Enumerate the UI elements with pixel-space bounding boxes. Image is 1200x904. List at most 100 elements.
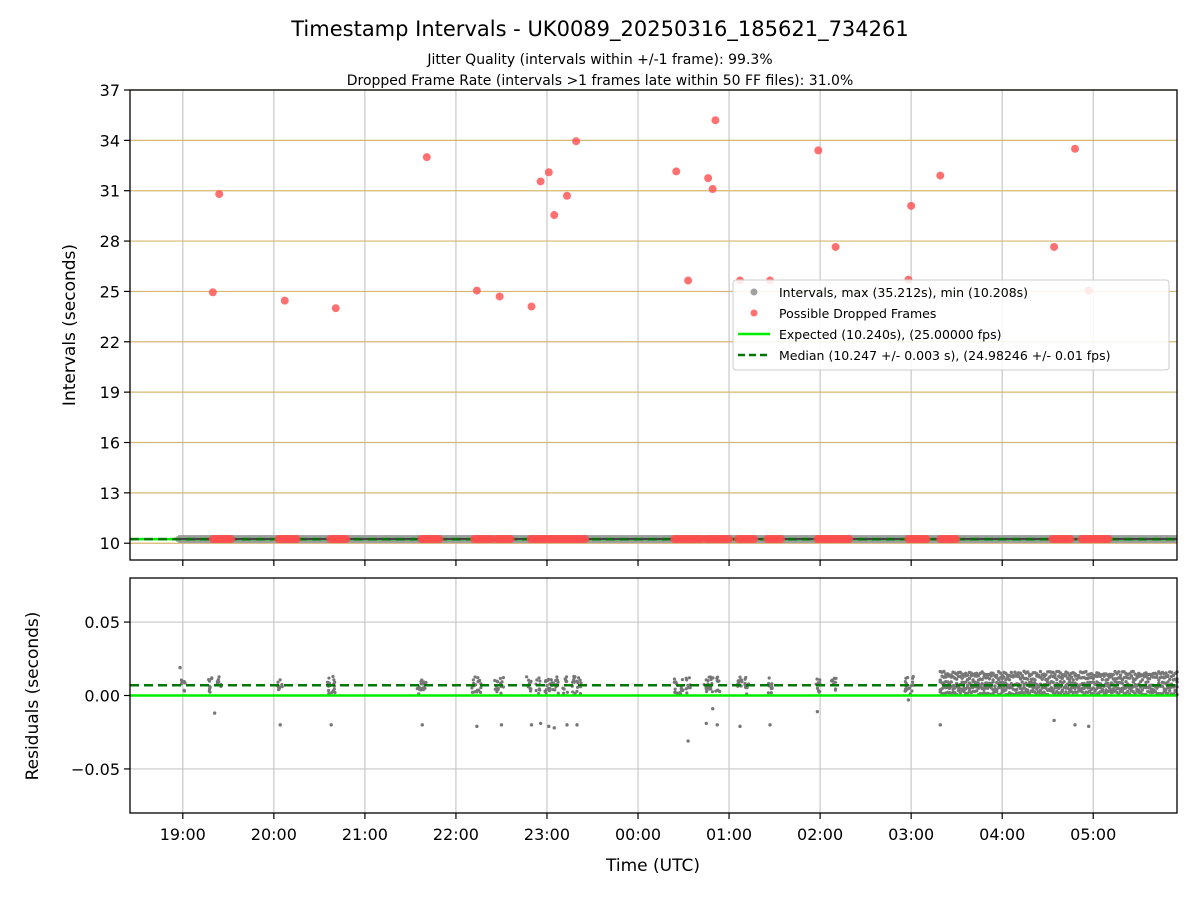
legend-expected-label: Expected (10.240s), (25.00000 fps) bbox=[779, 327, 1001, 342]
residual-point bbox=[987, 677, 992, 681]
residual-point bbox=[475, 688, 480, 692]
residual-point bbox=[991, 680, 995, 684]
legend-median-label: Median (10.247 +/- 0.003 s), (24.98246 +… bbox=[779, 348, 1110, 363]
dropped-frame-baseline-point bbox=[1066, 535, 1075, 544]
residual-point bbox=[1002, 675, 1006, 679]
residual-outlier-point bbox=[710, 707, 715, 711]
residual-point bbox=[1016, 674, 1021, 679]
dropped-frame-point bbox=[936, 171, 945, 180]
residual-point bbox=[422, 680, 426, 684]
residual-point bbox=[954, 677, 959, 681]
residual-point bbox=[998, 671, 1003, 675]
residual-point bbox=[1102, 674, 1106, 678]
residual-point bbox=[562, 691, 566, 695]
residual-point bbox=[1129, 674, 1134, 678]
residual-point bbox=[544, 688, 548, 692]
residual-point bbox=[493, 687, 497, 691]
residual-point bbox=[965, 685, 970, 689]
residual-outlier-point bbox=[178, 665, 182, 670]
residual-outlier-point bbox=[715, 723, 719, 727]
residual-point bbox=[910, 689, 914, 693]
residual-point bbox=[565, 690, 569, 694]
top-ytick-label: 22 bbox=[100, 333, 120, 352]
residual-point bbox=[579, 681, 583, 685]
bottom-xtick-label: 05:00 bbox=[1070, 825, 1116, 844]
bottom-xtick-label: 23:00 bbox=[524, 825, 570, 844]
dropped-frame-baseline-point bbox=[776, 535, 785, 544]
residual-point bbox=[1084, 669, 1088, 674]
residual-point bbox=[571, 690, 575, 694]
residual-point bbox=[1173, 689, 1177, 694]
residual-point bbox=[473, 675, 477, 679]
residual-point bbox=[965, 673, 970, 678]
dropped-frame-point bbox=[708, 185, 717, 194]
residual-point bbox=[476, 676, 480, 680]
bottom-ytick-label: −0.05 bbox=[71, 760, 120, 779]
bottom-xlabel: Time (UTC) bbox=[605, 856, 700, 876]
residual-point bbox=[1118, 673, 1123, 677]
residual-outlier-point bbox=[529, 723, 534, 727]
residual-point bbox=[675, 691, 679, 695]
residual-point bbox=[1093, 689, 1097, 693]
residual-point bbox=[1025, 670, 1030, 674]
residual-point bbox=[674, 680, 678, 684]
residual-point bbox=[715, 675, 720, 679]
residual-point bbox=[949, 680, 953, 684]
residual-point bbox=[766, 691, 770, 695]
residual-point bbox=[1033, 678, 1037, 682]
residual-point bbox=[326, 680, 330, 685]
residual-point bbox=[496, 680, 500, 684]
residual-point bbox=[553, 688, 557, 692]
residual-point bbox=[470, 690, 475, 694]
residual-point bbox=[545, 684, 549, 688]
residual-outlier-point bbox=[686, 739, 690, 743]
residual-point bbox=[739, 678, 744, 682]
residual-outlier-point bbox=[906, 698, 911, 702]
residual-point bbox=[501, 675, 506, 680]
residual-point bbox=[565, 679, 569, 683]
residual-point bbox=[834, 676, 838, 680]
residual-point bbox=[1126, 689, 1130, 693]
residual-point bbox=[216, 680, 220, 684]
residual-point bbox=[818, 678, 822, 682]
residual-point bbox=[1093, 682, 1097, 687]
residual-point bbox=[1120, 689, 1125, 693]
dropped-frame-baseline-point bbox=[506, 535, 515, 544]
dropped-frame-point bbox=[280, 296, 289, 305]
residual-point bbox=[1157, 678, 1161, 682]
residual-point bbox=[1042, 690, 1046, 694]
residual-point bbox=[684, 687, 688, 691]
residual-point bbox=[572, 674, 576, 679]
residual-point bbox=[207, 689, 211, 693]
top-ytick-label: 25 bbox=[100, 282, 120, 301]
top-ytick-label: 31 bbox=[100, 182, 120, 201]
residual-point bbox=[1040, 677, 1044, 681]
dropped-frame-point bbox=[536, 177, 545, 186]
residual-point bbox=[1146, 680, 1150, 684]
residual-point bbox=[326, 688, 331, 693]
residual-point bbox=[993, 684, 997, 688]
residual-point bbox=[576, 676, 581, 680]
residual-point bbox=[527, 678, 531, 682]
residual-point bbox=[967, 676, 972, 681]
residual-point bbox=[544, 691, 548, 695]
residual-outlier-point bbox=[704, 721, 709, 726]
residual-point bbox=[767, 676, 771, 680]
residual-point bbox=[280, 682, 284, 687]
residual-outlier-point bbox=[1052, 718, 1056, 723]
legend-dropped-label: Possible Dropped Frames bbox=[779, 306, 936, 321]
residual-point bbox=[1164, 671, 1168, 675]
residual-point bbox=[555, 675, 559, 679]
residual-outlier-point bbox=[1086, 724, 1091, 729]
residual-point bbox=[538, 688, 542, 692]
dropped-frame-point bbox=[831, 242, 840, 251]
residual-outlier-point bbox=[538, 721, 543, 726]
dropped-frame-baseline-point bbox=[342, 535, 351, 544]
chart-title: Timestamp Intervals - UK0089_20250316_18… bbox=[290, 17, 909, 42]
residual-point bbox=[710, 690, 715, 694]
residual-point bbox=[704, 678, 708, 682]
residual-outlier-point bbox=[815, 709, 820, 714]
residual-point bbox=[1153, 689, 1157, 693]
dropped-frame-baseline-point bbox=[750, 535, 759, 544]
